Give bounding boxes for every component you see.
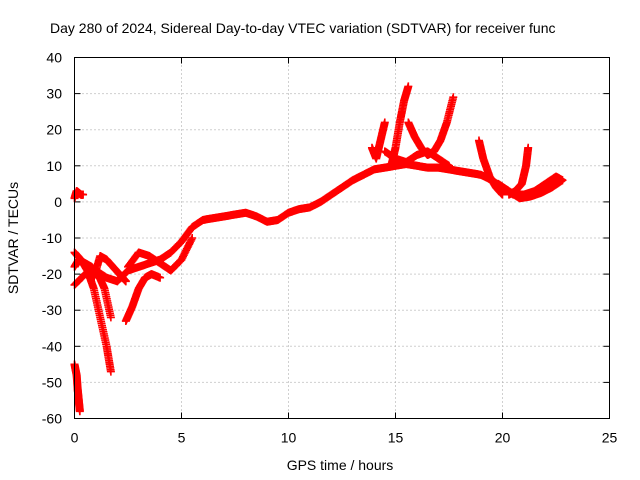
data-point — [404, 82, 413, 91]
data-point — [121, 277, 130, 286]
data-point — [106, 367, 115, 376]
data-point — [558, 176, 567, 185]
data-point — [106, 313, 115, 322]
data-point — [380, 118, 389, 127]
y-tick-label: -50 — [42, 374, 62, 390]
series-branch-e — [124, 234, 197, 275]
y-axis-label: SDTVAR / TECUs — [5, 182, 21, 294]
x-tick-label: 25 — [602, 430, 618, 446]
plot-frame — [74, 57, 610, 419]
x-axis-label: GPS time / hours — [287, 457, 394, 473]
series-branch-d — [121, 270, 165, 326]
series-branch-h — [367, 118, 389, 163]
x-tick-labels: 0 5 10 15 20 25 — [71, 430, 618, 446]
chart-title: Day 280 of 2024, Sidereal Day-to-day VTE… — [50, 20, 556, 36]
series-branch-f — [70, 187, 88, 203]
grid-lines — [74, 57, 610, 419]
data-point — [445, 161, 453, 170]
data-point — [188, 234, 197, 242]
y-tick-label: -40 — [42, 338, 62, 354]
series-branch-l — [474, 136, 507, 199]
y-tick-label: 20 — [46, 122, 62, 138]
data-point — [524, 143, 533, 152]
y-tick-label: -20 — [42, 266, 62, 282]
series-branch-c — [89, 252, 130, 286]
y-tick-label: 0 — [54, 194, 62, 210]
series-branch-k — [380, 147, 453, 170]
y-tick-label: -60 — [42, 411, 62, 427]
series-branch-g — [70, 360, 84, 416]
x-tick-label: 10 — [281, 430, 297, 446]
data-point — [79, 190, 88, 199]
data-point — [75, 407, 84, 416]
data-points — [70, 82, 567, 416]
x-tick-label: 5 — [178, 430, 186, 446]
x-tick-label: 15 — [388, 430, 404, 446]
y-tick-label: -30 — [42, 302, 62, 318]
series-branch-j — [404, 93, 458, 159]
x-tick-label: 20 — [495, 430, 511, 446]
y-tick-labels: -60 -50 -40 -30 -20 -10 0 10 20 30 40 — [42, 50, 62, 427]
y-tick-label: 30 — [46, 86, 62, 102]
data-point — [449, 93, 458, 102]
y-tick-label: -10 — [42, 230, 62, 246]
y-tick-label: 10 — [46, 158, 62, 174]
data-point — [156, 273, 165, 282]
y-tick-label: 40 — [46, 50, 62, 66]
x-tick-label: 0 — [71, 430, 79, 446]
series-branch-n — [494, 176, 567, 203]
